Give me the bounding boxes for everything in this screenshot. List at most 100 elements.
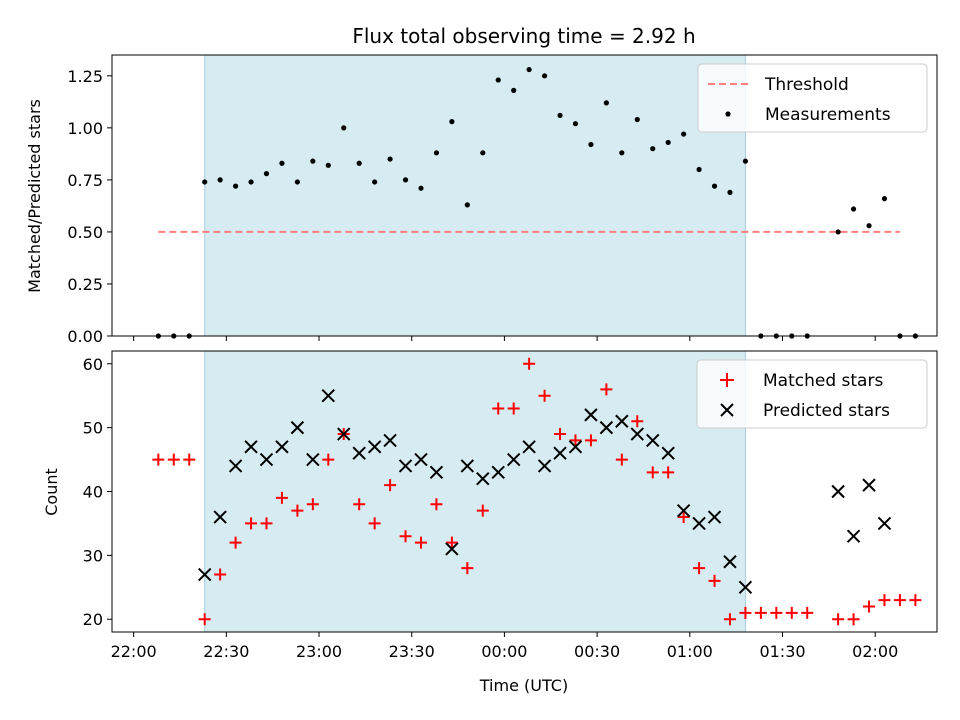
matched-point (384, 479, 397, 492)
matched-point (461, 562, 474, 575)
measurement-point (217, 177, 223, 183)
matched-point (785, 606, 798, 619)
matched-point (260, 517, 273, 530)
matched-point (631, 415, 644, 428)
predicted-point (460, 459, 475, 473)
bottom-legend-box (696, 359, 928, 429)
x-tick-label: 01:30 (759, 642, 805, 661)
predicted-point (831, 484, 845, 499)
y-tick-label: 50 (83, 419, 103, 438)
predicted-point (337, 427, 351, 441)
bottom-axes: 20 30 40 50 60 22:00 22:30 23:00 23:30 00:00 00:30… (83, 350, 938, 661)
matched-point (739, 606, 752, 619)
matched-point (554, 428, 567, 441)
bottom-shaded-region (204, 350, 746, 633)
predicted-point (244, 440, 258, 454)
y-tick-label: 30 (83, 546, 103, 565)
predicted-point (414, 452, 428, 467)
matched-point (893, 594, 906, 607)
matched-point (662, 466, 675, 479)
x-tick-label: 00:30 (574, 642, 620, 661)
top-shaded-region (204, 54, 746, 337)
measurement-point (526, 66, 532, 73)
predicted-point (398, 459, 413, 473)
legend-predicted-marker (720, 403, 734, 417)
legend-measurements-marker (725, 111, 731, 117)
measurement-point (696, 166, 702, 173)
measurement-point (480, 150, 486, 156)
legend-matched-marker (720, 373, 734, 387)
y-tick-label: 0.00 (67, 327, 103, 346)
measurement-point (650, 146, 656, 152)
measurement-point (325, 162, 331, 168)
predicted-point (738, 580, 753, 595)
y-tick-label: 1.00 (67, 119, 103, 138)
measurement-point (557, 112, 563, 118)
predicted-point (275, 440, 289, 454)
measurement-point (572, 121, 579, 127)
matched-point (646, 466, 659, 479)
predicted-point (383, 433, 397, 448)
legend-measurements-label: Measurements (765, 105, 891, 125)
measurement-point (248, 179, 254, 185)
matched-point (878, 594, 891, 607)
y-tick-label: 0.75 (67, 171, 103, 190)
matched-point (399, 530, 412, 543)
measurement-point (232, 183, 239, 189)
predicted-point (306, 452, 320, 467)
matched-point (183, 453, 196, 466)
top-marks (155, 66, 918, 339)
matched-point (291, 504, 304, 517)
measurement-point (881, 196, 888, 202)
matched-point (492, 402, 505, 415)
measurement-point (294, 179, 300, 185)
top-axes: 0.00 0.25 0.50 0.75 1.00 1.25 (67, 54, 938, 346)
measurement-point (356, 160, 362, 166)
matched-point (275, 491, 288, 504)
measurement-point (541, 73, 548, 79)
predicted-point (445, 542, 459, 556)
predicted-point (615, 414, 629, 428)
measurement-point (464, 202, 470, 208)
measurement-point (310, 158, 316, 164)
matched-point (723, 613, 736, 626)
chart-title: Flux total observing time = 2.92 h (352, 24, 695, 48)
matched-point (801, 606, 814, 619)
legend-threshold-label: Threshold (764, 75, 849, 95)
measurement-point (433, 150, 440, 156)
measurement-point (495, 77, 501, 83)
measurement-point (634, 116, 640, 123)
matched-point (152, 453, 165, 466)
top-panel: 0.00 0.25 0.50 0.75 1.00 1.25 Matched/Predict… (25, 54, 938, 346)
measurement-point (619, 150, 625, 156)
matched-point (600, 383, 613, 396)
predicted-point (707, 510, 722, 524)
predicted-point (522, 440, 536, 454)
matched-point (445, 536, 458, 549)
predicted-point (213, 510, 227, 524)
matched-point (847, 613, 860, 626)
x-tick-label: 22:00 (111, 642, 157, 661)
measurement-point (711, 183, 718, 189)
matched-point (538, 389, 551, 402)
measurement-point (418, 185, 424, 191)
top-legend-box (697, 63, 928, 133)
legend-matched-label: Matched stars (763, 371, 883, 391)
predicted-point (661, 446, 675, 460)
matched-point (507, 402, 520, 415)
measurement-point (202, 179, 208, 185)
measurement-point (665, 139, 671, 146)
measurement-point (727, 189, 733, 195)
matched-point (569, 434, 582, 447)
measurement-point (449, 119, 455, 125)
x-tick-label: 23:00 (296, 642, 342, 661)
matched-point (770, 606, 783, 619)
matched-point (245, 517, 258, 530)
matched-point (167, 453, 180, 466)
bottom-legend: Matched stars Predicted stars (696, 359, 928, 429)
predicted-point (290, 420, 305, 435)
x-axis-label: Time (UTC) (479, 676, 568, 695)
predicted-point (553, 446, 567, 460)
matched-point (198, 613, 211, 626)
predicted-point (429, 465, 444, 480)
